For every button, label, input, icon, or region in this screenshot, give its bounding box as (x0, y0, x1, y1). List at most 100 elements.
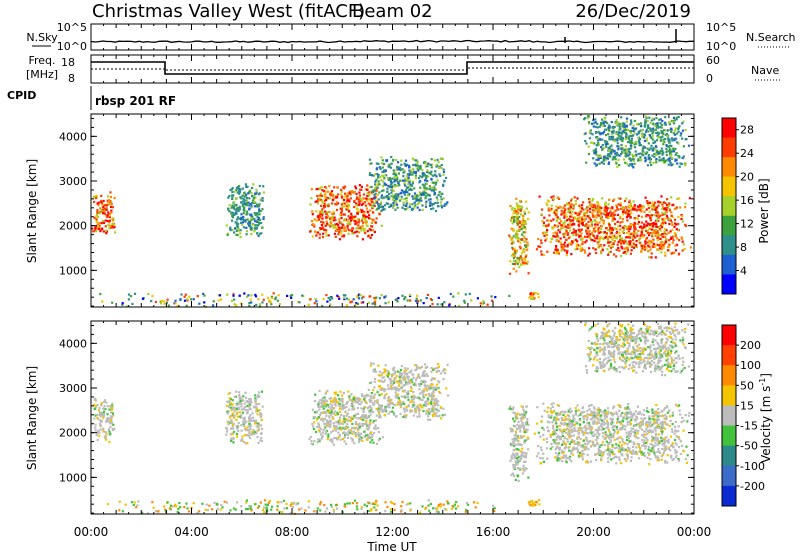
range-gate-cell (335, 203, 338, 206)
range-gate-cell (257, 402, 260, 406)
range-gate-cell (260, 232, 263, 235)
range-gate-cell (311, 408, 314, 411)
range-gate-cell (650, 144, 653, 147)
range-gate-cell (629, 252, 632, 255)
range-gate-cell (231, 403, 234, 406)
range-gate-cell (106, 417, 109, 420)
range-gate-cell (508, 234, 511, 237)
range-gate-cell (520, 233, 524, 236)
colorbar-segment (722, 196, 736, 217)
range-gate-cell (646, 231, 650, 234)
range-gate-cell (576, 240, 579, 243)
range-gate-cell (99, 207, 102, 210)
range-gate-cell (113, 224, 116, 227)
range-gate-cell (244, 193, 247, 196)
range-gate-cell (337, 436, 340, 439)
range-gate-cell (679, 206, 682, 209)
range-gate-cell (237, 227, 240, 230)
range-gate-cell (321, 214, 324, 217)
range-gate-cell (513, 255, 516, 258)
range-gate-cell (672, 147, 675, 150)
range-gate-cell (232, 441, 235, 444)
range-gate-cell (286, 294, 289, 297)
range-gate-cell (262, 217, 265, 220)
range-gate-cell (380, 393, 383, 396)
range-gate-cell (230, 437, 233, 441)
range-gate-cell (630, 139, 633, 142)
range-gate-cell (274, 296, 277, 299)
range-gate-cell (671, 223, 674, 226)
range-gate-cell (644, 156, 647, 159)
range-gate-cell (609, 214, 612, 217)
range-gate-cell (403, 197, 406, 201)
range-gate-cell (629, 159, 632, 162)
range-gate-cell (661, 203, 664, 206)
range-gate-cell (272, 292, 275, 295)
range-gate-cell (629, 244, 632, 247)
range-gate-cell (108, 430, 111, 433)
range-gate-cell (229, 406, 232, 409)
range-gate-cell (383, 394, 386, 397)
range-gate-cell (663, 228, 667, 231)
range-gate-cell (408, 382, 411, 385)
range-gate-cell (439, 192, 442, 195)
range-gate-cell (598, 125, 601, 128)
range-gate-cell (196, 295, 199, 298)
range-gate-cell (612, 155, 615, 158)
range-gate-cell (101, 412, 104, 415)
range-gate-cell (321, 189, 324, 192)
range-gate-cell (256, 215, 259, 219)
range-gate-cell (560, 245, 563, 248)
range-gate-cell (599, 217, 602, 220)
range-gate-cell (315, 231, 318, 234)
range-gate-cell (372, 362, 375, 365)
range-gate-cell (378, 437, 381, 440)
range-gate-cell (350, 430, 353, 433)
range-gate-cell (233, 213, 236, 216)
range-gate-cell (560, 247, 564, 250)
range-gate-cell (616, 213, 619, 216)
range-gate-cell (373, 230, 376, 234)
range-gate-cell (392, 172, 395, 175)
range-gate-cell (235, 412, 238, 415)
range-gate-cell (422, 174, 425, 177)
range-gate-cell (677, 126, 680, 129)
range-gate-cell (404, 208, 408, 211)
range-gate-cell (661, 135, 664, 138)
range-gate-cell (681, 137, 684, 140)
range-gate-cell (341, 406, 344, 409)
range-gate-cell (248, 420, 251, 423)
range-gate-cell (422, 394, 425, 398)
range-gate-cell (372, 368, 375, 372)
range-gate-cell (522, 234, 525, 237)
range-gate-cell (319, 427, 322, 431)
y-tick-label: 3000 (59, 175, 87, 188)
range-gate-cell (560, 213, 563, 216)
range-gate-cell (417, 382, 420, 386)
range-gate-cell (99, 230, 102, 233)
range-gate-cell (564, 232, 567, 235)
range-gate-cell (405, 405, 408, 408)
range-gate-cell (597, 211, 600, 214)
range-gate-cell (259, 439, 262, 442)
range-gate-cell (366, 407, 369, 410)
range-gate-cell (373, 196, 376, 199)
range-gate-cell (391, 387, 394, 390)
range-gate-cell (329, 411, 332, 414)
range-gate-cell (344, 229, 347, 232)
range-gate-cell (463, 301, 466, 304)
range-gate-cell (633, 223, 636, 226)
range-gate-cell (520, 257, 523, 260)
range-gate-cell (383, 208, 386, 211)
range-gate-cell (355, 227, 358, 230)
range-gate-cell (389, 381, 392, 384)
range-gate-cell (444, 372, 447, 375)
range-gate-cell (645, 215, 648, 218)
range-gate-cell (377, 198, 380, 201)
range-gate-cell (319, 215, 322, 218)
range-gate-cell (259, 232, 262, 235)
range-gate-cell (386, 190, 389, 194)
range-gate-cell (673, 122, 676, 125)
range-gate-cell (95, 219, 98, 223)
range-gate-cell (373, 403, 376, 406)
